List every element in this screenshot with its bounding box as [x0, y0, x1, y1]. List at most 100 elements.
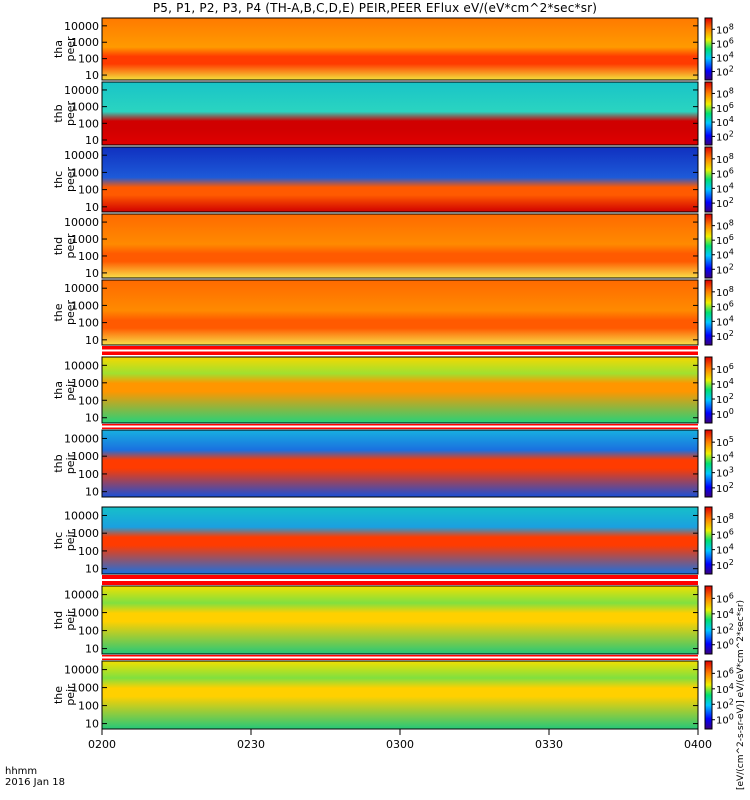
colorbar-tick-label: 106 [716, 591, 734, 605]
colorbar [704, 660, 713, 730]
panel-label: thcpeer [52, 167, 77, 193]
colorbar-tick-label: 104 [716, 682, 734, 696]
colorbar-caption-strip: [eV/(cm^2-s-sr-eV)] eV/(eV*cm^2*sec*sr) [736, 0, 750, 800]
y-tick-label: 1000 [71, 166, 99, 179]
y-tick-label: 100 [78, 53, 99, 66]
colorbar-tick-label: 104 [716, 314, 734, 328]
colorbar-tick-label: 102 [716, 558, 734, 572]
colorbar-tick-label: 106 [716, 233, 734, 247]
y-tick-label: 10 [85, 486, 99, 499]
y-tick-label: 1000 [71, 233, 99, 246]
panel-frame [101, 506, 699, 575]
panel-label: thbpeer [52, 101, 77, 127]
colorbar [704, 213, 713, 279]
y-tick-label: 10 [85, 718, 99, 731]
panel-frame [101, 81, 699, 146]
y-tick-label: 1000 [71, 450, 99, 463]
colorbar-tick-label: 106 [716, 666, 734, 680]
colorbar-tick-label: 108 [716, 86, 734, 100]
y-tick-label: 100 [78, 184, 99, 197]
panel-label: thepeir [52, 684, 77, 706]
colorbar-tick-label: 108 [716, 152, 734, 166]
colorbar [704, 81, 713, 146]
y-tick-label: 10000 [64, 20, 99, 33]
y-tick-label: 10000 [64, 432, 99, 445]
colorbar-tick-label: 102 [716, 196, 734, 210]
spectrogram-image [102, 280, 698, 345]
spectrogram-image [102, 214, 698, 278]
colorbar-tick-label: 104 [716, 607, 734, 621]
colorbar-tick-label: 102 [716, 622, 734, 636]
y-tick-label: 10000 [64, 149, 99, 162]
colorbar-tick-label: 104 [716, 50, 734, 64]
y-tick-label: 1000 [71, 377, 99, 390]
colorbar-tick-label: 102 [716, 392, 734, 406]
time-caption: hhmm 2016 Jan 18 [5, 766, 65, 788]
y-tick-label: 10 [85, 201, 99, 214]
y-tick-label: 10000 [64, 359, 99, 372]
y-tick-label: 100 [78, 394, 99, 407]
spectrogram-image [102, 661, 698, 729]
y-tick-label: 1000 [71, 607, 99, 620]
panel-frame [101, 213, 699, 279]
colorbar-tick-label: 106 [716, 101, 734, 115]
colorbar-tick-label: 106 [716, 167, 734, 181]
colorbar-tick-label: 104 [716, 115, 734, 129]
spectrogram-image [102, 507, 698, 574]
spectrogram-image [102, 147, 698, 212]
quality-flag-bar [102, 346, 698, 355]
quality-flag-bar [102, 575, 698, 585]
colorbar [704, 429, 713, 498]
panel-frame [101, 146, 699, 213]
y-tick-label: 100 [78, 700, 99, 713]
y-tick-label: 10 [85, 334, 99, 347]
colorbar [704, 17, 713, 81]
panel-frame [101, 279, 699, 346]
colorbar-tick-label: 104 [716, 377, 734, 391]
y-tick-label: 10000 [64, 84, 99, 97]
quality-flag-bar [102, 424, 698, 429]
colorbar-tick-label: 104 [716, 543, 734, 557]
y-tick-label: 10000 [64, 509, 99, 522]
colorbar-tick-label: 102 [716, 697, 734, 711]
colorbar-tick-label: 104 [716, 181, 734, 195]
colorbar-tick-label: 104 [716, 450, 734, 464]
colorbar-tick-label: 102 [716, 65, 734, 79]
colorbar-tick-label: 108 [716, 512, 734, 526]
colorbar-tick-label: 102 [716, 481, 734, 495]
y-tick-label: 10000 [64, 216, 99, 229]
panel-frame [101, 585, 699, 655]
y-tick-label: 100 [78, 117, 99, 130]
time-unit-label: hhmm [5, 766, 38, 777]
colorbar-tick-label: 108 [716, 219, 734, 233]
y-tick-label: 10000 [64, 589, 99, 602]
panel-frame [101, 356, 699, 424]
colorbar-tick-label: 102 [716, 329, 734, 343]
panel-label: thbpeir [52, 452, 77, 474]
panel-frame [101, 17, 699, 81]
y-tick-label: 10 [85, 563, 99, 576]
panel-label: thepeer [52, 300, 77, 326]
colorbar-tick-label: 100 [716, 713, 734, 727]
colorbar-tick-label: 106 [716, 362, 734, 376]
colorbar-tick-label: 100 [716, 638, 734, 652]
colorbar-tick-label: 106 [716, 300, 734, 314]
spectrogram-image [102, 430, 698, 497]
colorbar-tick-label: 108 [716, 22, 734, 36]
colorbar-tick-label: 103 [716, 466, 734, 480]
panel-label: thapeir [52, 379, 77, 401]
figure-title: P5, P1, P2, P3, P4 (TH-A,B,C,D,E) PEIR,P… [152, 1, 598, 15]
panel-label: thdpeer [52, 233, 77, 259]
y-tick-label: 10 [85, 412, 99, 425]
spectrogram-image [102, 82, 698, 145]
colorbar-tick-label: 102 [716, 129, 734, 143]
spectrogram-image [102, 357, 698, 423]
